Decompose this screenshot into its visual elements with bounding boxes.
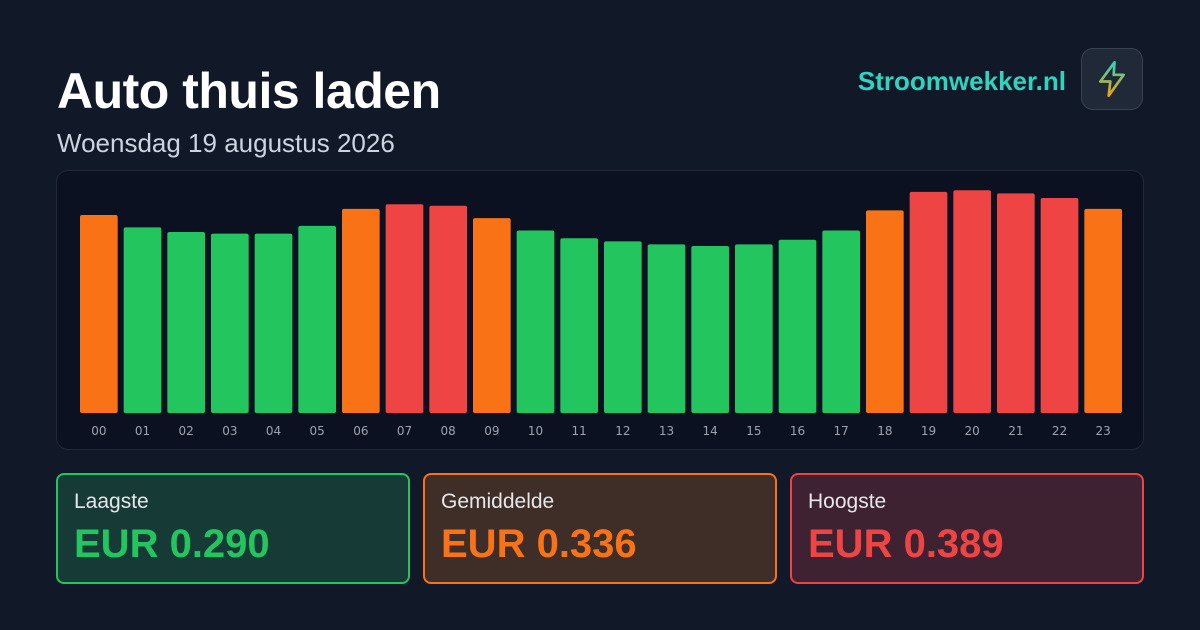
stat-value-lowest: EUR 0.290 xyxy=(74,522,270,566)
x-tick-label: 13 xyxy=(659,424,674,438)
bar-hour-21 xyxy=(997,193,1035,413)
bar-hour-11 xyxy=(560,238,598,413)
bar-hour-20 xyxy=(953,190,991,413)
bar-hour-14 xyxy=(691,245,729,413)
bar-hour-02 xyxy=(167,232,205,413)
bar-hour-19 xyxy=(909,191,948,413)
bar-hour-08 xyxy=(429,205,467,413)
stat-value-average: EUR 0.336 xyxy=(441,522,637,566)
lightning-bolt-icon xyxy=(1099,61,1125,97)
x-tick-label: 21 xyxy=(1008,424,1023,438)
bar-hour-09 xyxy=(473,218,511,413)
stat-value-highest: EUR 0.389 xyxy=(808,522,1004,566)
x-tick-label: 17 xyxy=(834,424,849,438)
bar-hour-15 xyxy=(735,244,773,413)
x-tick-label: 04 xyxy=(266,424,281,438)
bar-hour-17 xyxy=(822,230,860,413)
x-tick-label: 08 xyxy=(441,424,456,438)
bar-hour-12 xyxy=(604,241,642,413)
x-tick-label: 00 xyxy=(91,424,106,438)
stat-label-average: Gemiddelde xyxy=(441,490,555,513)
page-title: Auto thuis laden xyxy=(57,63,441,119)
x-tick-label: 07 xyxy=(397,424,412,438)
bar-hour-03 xyxy=(211,233,249,413)
bar-hour-01 xyxy=(123,227,162,413)
x-tick-label: 16 xyxy=(790,424,805,438)
stat-card-average: Gemiddelde EUR 0.336 xyxy=(423,473,777,584)
bar-hour-13 xyxy=(647,244,686,413)
x-tick-label: 12 xyxy=(615,424,630,438)
stat-label-lowest: Laagste xyxy=(74,490,149,513)
bar-hour-23 xyxy=(1084,208,1122,413)
page-subtitle: Woensdag 19 augustus 2026 xyxy=(57,128,395,158)
bar-hour-07 xyxy=(385,204,424,413)
stat-label-highest: Hoogste xyxy=(808,490,887,513)
price-chart: 00 01 02 03 04 05 06 07 08 09 10 11 12 13 14 15 16 17 18 19… xyxy=(56,170,1144,450)
stat-card-lowest: Laagste EUR 0.290 xyxy=(56,473,410,584)
bar-hour-04 xyxy=(254,233,293,413)
stat-card-highest: Hoogste EUR 0.389 xyxy=(790,473,1144,584)
x-tick-label: 14 xyxy=(703,424,718,438)
x-tick-label: 15 xyxy=(746,424,761,438)
x-tick-label: 20 xyxy=(965,424,980,438)
x-tick-label: 19 xyxy=(921,424,936,438)
x-tick-label: 18 xyxy=(877,424,892,438)
x-tick-label: 03 xyxy=(222,424,237,438)
x-tick-label: 23 xyxy=(1096,424,1111,438)
bar-hour-10 xyxy=(516,230,555,413)
bar-hour-18 xyxy=(866,210,904,413)
price-bar-chart: 00 01 02 03 04 05 06 07 08 09 10 11 12 13 14 15 16 17 18 19… xyxy=(80,190,1122,438)
x-tick-label: 01 xyxy=(135,424,150,438)
bar-hour-16 xyxy=(778,239,817,413)
x-tick-label: 22 xyxy=(1052,424,1067,438)
bar-hour-22 xyxy=(1040,198,1079,413)
x-tick-label: 06 xyxy=(353,424,368,438)
bar-hour-06 xyxy=(342,208,380,413)
x-tick-label: 05 xyxy=(310,424,325,438)
brand-logo[interactable] xyxy=(1081,48,1143,110)
x-tick-label: 10 xyxy=(528,424,543,438)
bar-hour-05 xyxy=(298,225,336,413)
x-tick-label: 09 xyxy=(484,424,499,438)
x-tick-label: 11 xyxy=(572,424,587,438)
x-tick-label: 02 xyxy=(179,424,194,438)
bar-hour-00 xyxy=(80,215,118,413)
brand-name[interactable]: Stroomwekker.nl xyxy=(857,66,1066,96)
